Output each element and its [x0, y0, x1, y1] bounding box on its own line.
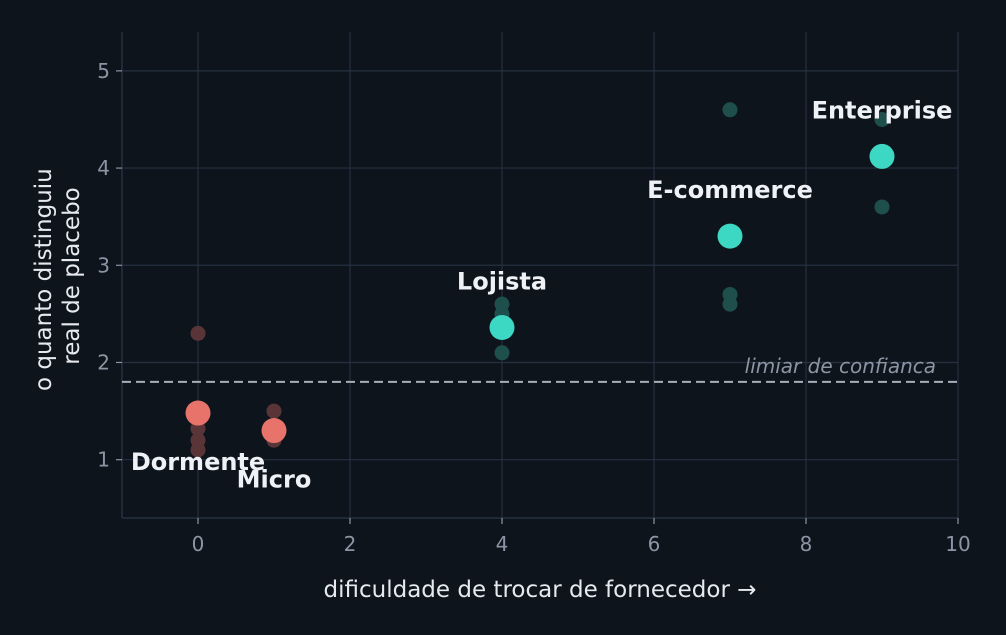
segment-label: Dormente	[131, 448, 265, 476]
y-axis-label-line-2: real de placebo	[59, 187, 85, 365]
segment-label: Lojista	[457, 267, 547, 295]
grid	[122, 32, 959, 518]
member-point	[722, 102, 738, 118]
y-tick-label: 5	[97, 59, 110, 83]
x-tick-label: 2	[344, 532, 357, 556]
segment-label: Enterprise	[812, 96, 953, 124]
plot-frame	[121, 32, 958, 519]
segment-centroid	[185, 400, 211, 426]
x-axis-label: dificuldade de trocar de fornecedor →	[324, 577, 757, 603]
segment-centroid	[869, 143, 895, 169]
member-point	[722, 296, 738, 312]
threshold-label: limiar de confianca	[745, 354, 936, 378]
member-point	[494, 345, 510, 361]
x-tick-label: 10	[945, 532, 970, 556]
segment-label: Micro	[237, 466, 312, 494]
y-tick-label: 2	[97, 350, 110, 374]
member-point	[874, 199, 890, 215]
segment-centroid	[717, 223, 743, 249]
member-point	[190, 325, 206, 341]
member-point	[874, 111, 890, 127]
segment-label: E-commerce	[647, 176, 813, 204]
y-tick-label: 1	[97, 448, 110, 472]
y-tick-label: 3	[97, 253, 110, 277]
member-point	[190, 442, 206, 458]
threshold: limiar de confianca	[122, 354, 958, 383]
x-tick-label: 6	[648, 532, 661, 556]
segment-centroid	[261, 418, 287, 444]
member-points	[190, 102, 890, 458]
x-tick-label: 0	[192, 532, 205, 556]
y-axis-label-line-1: o quanto distinguiu	[31, 168, 57, 391]
x-tick-label: 8	[800, 532, 813, 556]
y-axis-label: o quanto distinguiu real de placebo	[31, 161, 85, 391]
y-tick-label: 4	[97, 156, 110, 180]
y-axis-ticks: 1 2 3 4 5	[97, 59, 122, 472]
x-axis-ticks: 0 2 4 6 8 10	[192, 518, 971, 556]
member-point	[266, 403, 282, 419]
segment-centroid	[489, 314, 515, 340]
segment-centroids	[185, 143, 895, 444]
x-tick-label: 4	[496, 532, 509, 556]
